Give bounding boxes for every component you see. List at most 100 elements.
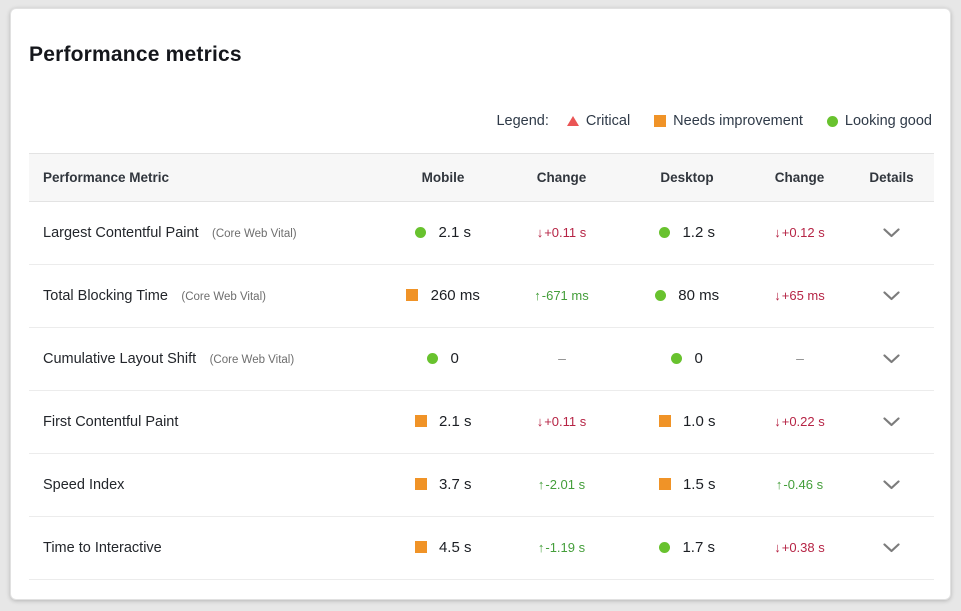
- metric-name-cell: Speed Index: [29, 453, 387, 517]
- status-icon: [415, 227, 426, 238]
- mobile-change-cell: ↓+0.11 s: [499, 390, 624, 454]
- legend-item-label: Needs improvement: [673, 113, 803, 129]
- change-value: -671 ms: [541, 288, 589, 303]
- chevron-down-icon: [883, 228, 900, 238]
- metric-name-cell: Time to Interactive: [29, 516, 387, 580]
- change-value: +0.11 s: [544, 225, 587, 240]
- trend-arrow-icon: ↑: [537, 477, 545, 492]
- metric-name: Cumulative Layout Shift: [43, 351, 197, 367]
- metric-value: 260 ms: [430, 287, 480, 304]
- legend-item: Looking good: [826, 113, 932, 129]
- metric-name-cell: Total Blocking Time (Core Web Vital): [29, 264, 387, 328]
- desktop-change-cell: ↓+65 ms: [750, 264, 849, 328]
- status-icon: [654, 290, 666, 301]
- table-row: Total Blocking Time (Core Web Vital) 260…: [29, 264, 934, 328]
- status-icon: [658, 478, 671, 490]
- metric-name: Total Blocking Time: [43, 288, 168, 304]
- trend-arrow-icon: ↑: [534, 288, 541, 303]
- looking-good-icon: [826, 115, 838, 127]
- status-icon: [414, 541, 427, 553]
- col-header-desktop: Desktop: [624, 153, 750, 202]
- chevron-down-icon: [883, 480, 900, 490]
- expand-details-button[interactable]: [877, 537, 906, 559]
- details-cell: [849, 390, 934, 454]
- metrics-table-body: Largest Contentful Paint (Core Web Vital…: [29, 201, 934, 580]
- legend: Legend: Critical Needs improvement Looki…: [29, 113, 932, 129]
- mobile-value-cell: 2.1 s: [387, 201, 499, 265]
- table-row: Largest Contentful Paint (Core Web Vital…: [29, 201, 934, 265]
- desktop-change-cell: –: [750, 327, 849, 391]
- mobile-value-cell: 4.5 s: [387, 516, 499, 580]
- table-header-row: Performance Metric Mobile Change Desktop…: [29, 153, 934, 202]
- metric-value: 4.5 s: [438, 539, 472, 556]
- change-value: +0.38 s: [781, 540, 825, 555]
- metric-value: 1.7 s: [682, 539, 715, 556]
- status-icon: [414, 415, 427, 427]
- details-cell: [849, 201, 934, 265]
- trend-arrow-icon: ↓: [774, 540, 781, 555]
- core-web-vital-tag: (Core Web Vital): [209, 354, 295, 366]
- metric-value: 3.7 s: [438, 476, 472, 493]
- change-value: +65 ms: [781, 288, 825, 303]
- col-header-desktop-change: Change: [750, 153, 849, 202]
- table-row: Time to Interactive 4.5 s ↑-1.19 s 1.7 s…: [29, 516, 934, 580]
- expand-details-button[interactable]: [877, 474, 906, 496]
- mobile-change-cell: –: [499, 327, 624, 391]
- col-header-mobile: Mobile: [387, 153, 499, 202]
- change-value: –: [796, 350, 804, 366]
- metric-value: 1.5 s: [682, 476, 716, 493]
- mobile-change-cell: ↑-1.19 s: [499, 516, 624, 580]
- needs-improvement-icon: [654, 115, 667, 127]
- mobile-value-cell: 0: [387, 327, 499, 391]
- table-row: Speed Index 3.7 s ↑-2.01 s 1.5 s ↑-0.46 …: [29, 453, 934, 517]
- details-cell: [849, 264, 934, 328]
- expand-details-button[interactable]: [877, 222, 906, 244]
- status-icon: [406, 289, 419, 301]
- trend-arrow-icon: ↑: [775, 477, 783, 492]
- change-value: -0.46 s: [783, 477, 824, 492]
- metric-value: 1.0 s: [682, 413, 716, 430]
- table-row: First Contentful Paint 2.1 s ↓+0.11 s 1.…: [29, 390, 934, 454]
- table-row: Cumulative Layout Shift (Core Web Vital)…: [29, 327, 934, 391]
- status-icon: [658, 415, 671, 427]
- details-cell: [849, 327, 934, 391]
- metric-name: First Contentful Paint: [43, 414, 179, 430]
- legend-label: Legend:: [496, 113, 549, 129]
- change-value: +0.22 s: [781, 414, 825, 429]
- expand-details-button[interactable]: [877, 285, 906, 307]
- desktop-change-cell: ↓+0.22 s: [750, 390, 849, 454]
- chevron-down-icon: [883, 417, 900, 427]
- metrics-table: Performance Metric Mobile Change Desktop…: [29, 153, 934, 580]
- metric-value: 80 ms: [678, 287, 720, 304]
- col-header-performance-metric: Performance Metric: [29, 153, 387, 202]
- metric-value: 2.1 s: [438, 224, 471, 241]
- trend-arrow-icon: ↓: [536, 414, 544, 429]
- change-value: +0.12 s: [781, 225, 825, 240]
- change-value: –: [558, 350, 566, 366]
- desktop-value-cell: 1.5 s: [624, 453, 750, 517]
- status-icon: [671, 353, 683, 364]
- details-cell: [849, 516, 934, 580]
- chevron-down-icon: [883, 291, 900, 301]
- status-icon: [427, 353, 439, 364]
- col-header-details: Details: [849, 153, 934, 202]
- metric-name: Largest Contentful Paint: [43, 225, 199, 241]
- desktop-value-cell: 1.7 s: [624, 516, 750, 580]
- details-cell: [849, 453, 934, 517]
- trend-arrow-icon: ↓: [774, 225, 781, 240]
- desktop-change-cell: ↓+0.12 s: [750, 201, 849, 265]
- legend-item-label: Critical: [585, 113, 631, 129]
- desktop-change-cell: ↑-0.46 s: [750, 453, 849, 517]
- performance-metrics-card: Performance metrics Legend: Critical Nee…: [10, 8, 951, 600]
- metric-value: 2.1 s: [438, 413, 472, 430]
- expand-details-button[interactable]: [877, 411, 906, 433]
- mobile-value-cell: 3.7 s: [387, 453, 499, 517]
- trend-arrow-icon: ↓: [774, 288, 781, 303]
- metric-value: 1.2 s: [682, 224, 715, 241]
- legend-item: Needs improvement: [654, 113, 803, 129]
- trend-arrow-icon: ↓: [536, 225, 544, 240]
- metric-name: Time to Interactive: [43, 540, 162, 556]
- critical-icon: [566, 116, 579, 126]
- trend-arrow-icon: ↑: [537, 540, 545, 555]
- expand-details-button[interactable]: [877, 348, 906, 370]
